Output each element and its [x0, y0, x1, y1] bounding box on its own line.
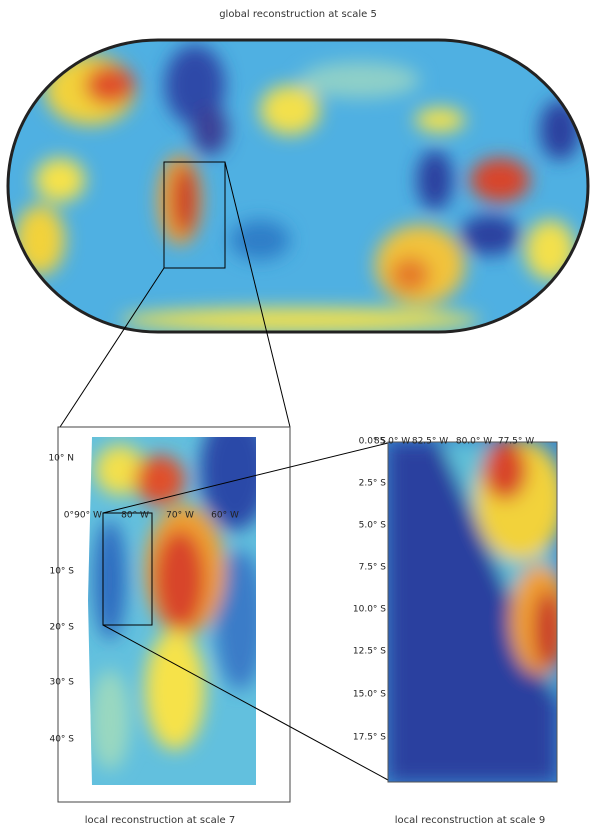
lon-label: 77.5° W: [498, 437, 534, 447]
lat-label: 0°: [64, 511, 74, 521]
lon-label: 80° W: [121, 511, 149, 521]
lat-label: 10° S: [49, 567, 74, 577]
lon-label: 82.5° W: [412, 437, 448, 447]
scale9-map: [388, 440, 570, 782]
lat-label: 10.0° S: [353, 605, 386, 615]
global-title: global reconstruction at scale 5: [219, 9, 377, 20]
global-map: [8, 40, 588, 332]
lat-label: 40° S: [49, 735, 74, 745]
lat-label: 30° S: [49, 678, 74, 688]
lon-label: 90° W: [74, 511, 102, 521]
lat-label: 10° N: [48, 454, 74, 464]
lon-label: 80.0° W: [456, 437, 492, 447]
caption: local reconstruction at scale 9: [395, 815, 545, 826]
lat-label: 15.0° S: [353, 690, 386, 700]
lon-label: 60° W: [211, 511, 239, 521]
lat-label: 20° S: [49, 623, 74, 633]
lat-label: 2.5° S: [359, 479, 387, 489]
figure: global reconstruction at scale 5: [0, 0, 596, 830]
lon-label: 70° W: [166, 511, 194, 521]
caption: local reconstruction at scale 7: [85, 815, 235, 826]
lon-label: 85.0° W: [374, 437, 410, 447]
scale7-map: [88, 410, 270, 785]
lat-label: 12.5° S: [353, 647, 386, 657]
lat-label: 7.5° S: [359, 563, 387, 573]
lat-label: 5.0° S: [359, 521, 387, 531]
lat-label: 17.5° S: [353, 733, 386, 743]
